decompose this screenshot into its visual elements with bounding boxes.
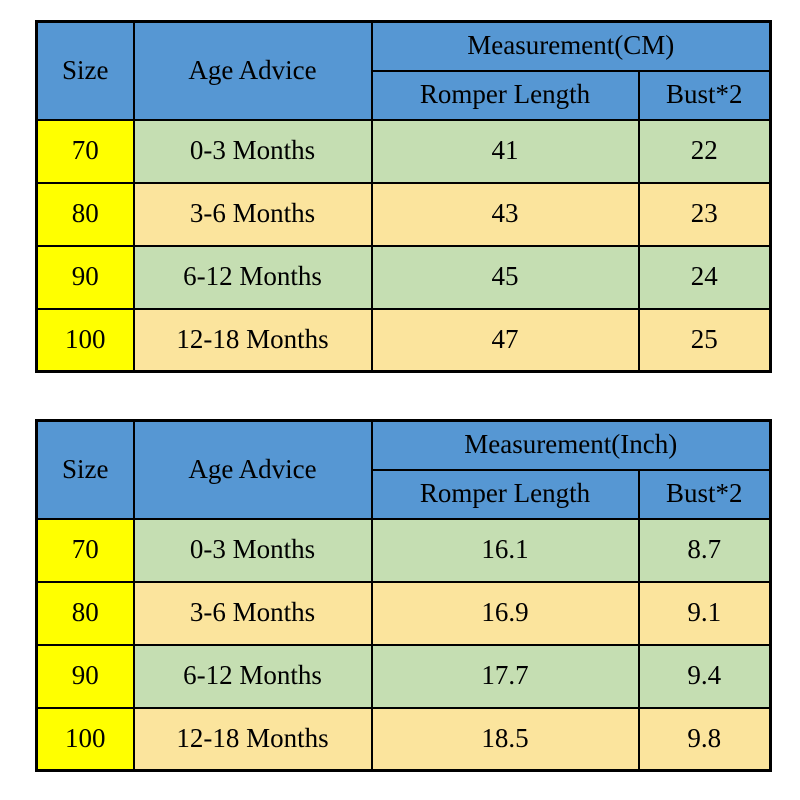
cm-romper-length-column-header: Romper Length [370, 69, 640, 121]
table-row: 80 3-6 Months 43 23 [35, 181, 772, 247]
bust-value-cell: 24 [637, 244, 772, 310]
inch-measurement-header: Measurement(Inch) [370, 419, 772, 471]
bust-value-cell: 9.4 [637, 643, 772, 709]
age-value-cell: 6-12 Months [132, 643, 373, 709]
age-value-cell: 0-3 Months [132, 517, 373, 583]
romper-length-value-cell: 18.5 [370, 706, 640, 772]
inch-romper-length-column-header: Romper Length [370, 468, 640, 520]
size-value-cell: 100 [35, 307, 135, 373]
size-chart-cm-table: Size Age Advice Measurement(CM) Romper L… [35, 20, 773, 373]
table-row: 70 0-3 Months 16.1 8.7 [35, 517, 772, 583]
bust-value-cell: 23 [637, 181, 772, 247]
romper-length-value-cell: 47 [370, 307, 640, 373]
size-value-cell: 80 [35, 580, 135, 646]
bust-value-cell: 9.1 [637, 580, 772, 646]
romper-length-value-cell: 16.9 [370, 580, 640, 646]
bust-value-cell: 22 [637, 118, 772, 184]
age-value-cell: 12-18 Months [132, 307, 373, 373]
age-value-cell: 3-6 Months [132, 580, 373, 646]
age-value-cell: 3-6 Months [132, 181, 373, 247]
bust-value-cell: 25 [637, 307, 772, 373]
age-value-cell: 0-3 Months [132, 118, 373, 184]
size-value-cell: 70 [35, 118, 135, 184]
age-value-cell: 6-12 Months [132, 244, 373, 310]
cm-age-advice-column-header: Age Advice [132, 20, 373, 121]
romper-length-value-cell: 41 [370, 118, 640, 184]
romper-length-value-cell: 43 [370, 181, 640, 247]
table-row: 90 6-12 Months 17.7 9.4 [35, 643, 772, 709]
inch-bust-column-header: Bust*2 [637, 468, 772, 520]
size-chart-inch-table: Size Age Advice Measurement(Inch) Romper… [35, 419, 772, 772]
cm-measurement-header: Measurement(CM) [370, 20, 772, 72]
age-value-cell: 12-18 Months [132, 706, 373, 772]
bust-value-cell: 9.8 [637, 706, 772, 772]
size-value-cell: 90 [35, 643, 135, 709]
romper-length-value-cell: 16.1 [370, 517, 640, 583]
table-row: 80 3-6 Months 16.9 9.1 [35, 580, 772, 646]
cm-size-column-header: Size [35, 20, 135, 121]
romper-length-value-cell: 17.7 [370, 643, 640, 709]
size-value-cell: 80 [35, 181, 135, 247]
table-row: 100 12-18 Months 18.5 9.8 [35, 706, 772, 772]
bust-value-cell: 8.7 [637, 517, 772, 583]
size-value-cell: 90 [35, 244, 135, 310]
inch-size-column-header: Size [35, 419, 135, 520]
size-value-cell: 100 [35, 706, 135, 772]
table-row: 100 12-18 Months 47 25 [35, 307, 772, 373]
size-value-cell: 70 [35, 517, 135, 583]
table-row: 70 0-3 Months 41 22 [35, 118, 772, 184]
romper-length-value-cell: 45 [370, 244, 640, 310]
table-row: 90 6-12 Months 45 24 [35, 244, 772, 310]
cm-bust-column-header: Bust*2 [637, 69, 772, 121]
inch-age-advice-column-header: Age Advice [132, 419, 373, 520]
